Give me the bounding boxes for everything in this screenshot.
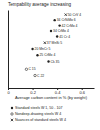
x-axis: 0 0.2 0.4 0.6 [7,88,94,95]
point [58,24,60,26]
point-label: Ck 35 [51,60,60,64]
legend-label: Nuances of standard steels W 4 [15,118,66,122]
point-label: 34 CrMo 4 [53,29,69,33]
x-tick: 0.4 [55,88,61,95]
point-labels: 34 CrNiMo 6 42 CrMo 434 CrMo 4 41 Cr 4 20 M… [28,13,81,78]
point-label: 37 MnSi 5 [47,41,62,45]
x-tick: 0.6 [79,88,85,95]
y-axis [8,11,9,89]
point-label: 20 MnCr 5 [35,47,51,51]
point [65,13,67,15]
point-label: 50 CrV 4 [68,13,81,17]
point [25,68,27,70]
legend-marker [11,107,13,109]
point [47,60,49,62]
point-label: C 22 [37,74,44,78]
point [31,48,33,50]
x-tick-label: 0 [7,90,10,95]
point [34,74,36,76]
x-tick: 0 [7,88,10,95]
x-axis-title: Average carbon content in % (by weight) [15,95,88,100]
point-label: 41 Cr 4 [59,35,70,39]
point [44,42,46,44]
point-label: C 15 [28,67,35,71]
point-label: 25 CrMo 4 [39,53,55,57]
legend-label: Nondeep-drawing steels W 4 [15,112,61,116]
point [36,54,38,56]
point [53,19,55,21]
point [50,30,52,32]
x-tick: 0.2 [30,88,36,95]
point [56,35,58,37]
legend-marker [11,119,13,121]
legend: Standard steels W 1, 50 - 107 Nondeep-dra… [11,106,66,122]
point-label: 42 CrMo 4 [62,24,78,28]
y-axis-line [8,11,9,89]
y-axis-title: Tempability average increasing [8,2,72,7]
legend-marker [11,113,13,115]
legend-label: Standard steels W 1, 50 - 107 [15,106,63,110]
point-label: 34 CrNiMo 6 [57,18,76,22]
